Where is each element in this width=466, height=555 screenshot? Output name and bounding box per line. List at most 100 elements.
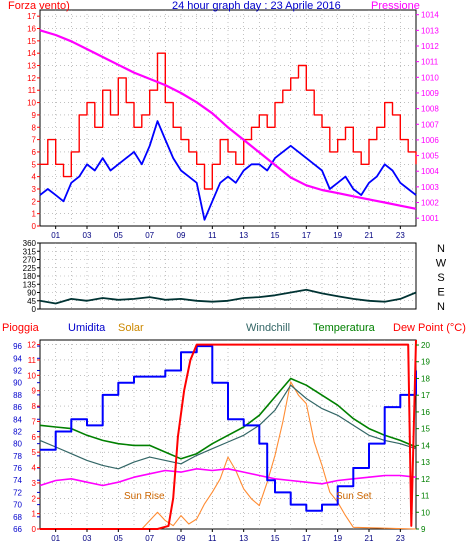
x-tick-label: 15 [271, 231, 280, 240]
pressure-axis-label: Pressione [371, 0, 420, 12]
temperature-tick-label: 11 [421, 492, 430, 501]
rain-tick-label: 0 [32, 525, 37, 534]
dew-point-axis-label: Dew Point (°C) [393, 322, 466, 334]
direction-tick-label: 180 [23, 272, 37, 281]
rain-tick-label: 12 [27, 341, 36, 350]
x-tick-label: 05 [114, 534, 123, 543]
x-tick-label: 19 [333, 534, 342, 543]
rain-tick-label: 6 [32, 433, 37, 442]
wind-tick-label: 11 [28, 86, 37, 95]
direction-tick-label: 0 [32, 305, 37, 314]
pressure-tick-label: 1014 [421, 11, 439, 20]
humidity-tick-label: 88 [13, 391, 22, 400]
solar-series [40, 381, 417, 530]
temperature-tick-label: 14 [421, 441, 430, 450]
wind-gust-series [40, 52, 417, 190]
wind-tick-label: 14 [27, 49, 36, 58]
x-tick-label: 23 [396, 231, 405, 240]
pressure-tick-label: 1005 [421, 152, 439, 161]
rain-tick-label: 4 [32, 464, 37, 473]
x-tick-label: 03 [83, 231, 92, 240]
humidity-tick-label: 66 [13, 525, 22, 534]
rain-tick-label: 3 [32, 479, 37, 488]
compass-label: E [437, 287, 444, 299]
wind-tick-label: 7 [32, 136, 37, 145]
rain-tick-label: 10 [27, 371, 36, 380]
x-tick-label: 03 [83, 534, 92, 543]
x-tick-label: 13 [239, 231, 248, 240]
compass-label: N [437, 243, 445, 255]
direction-tick-label: 225 [23, 264, 37, 273]
pressure-series [39, 29, 417, 210]
x-tick-label: 17 [302, 534, 311, 543]
compass-label: N [437, 301, 445, 313]
wind-direction-series [39, 288, 417, 305]
humidity-tick-label: 96 [13, 342, 22, 351]
x-tick-label: 09 [177, 231, 186, 240]
wind-tick-label: 9 [32, 111, 37, 120]
x-tick-label: 01 [51, 534, 60, 543]
x-tick-label: 11 [208, 534, 217, 543]
x-tick-label: 23 [396, 534, 405, 543]
humidity-tick-label: 68 [13, 513, 22, 522]
direction-tick-label: 135 [23, 280, 37, 289]
x-tick-label: 21 [365, 231, 374, 240]
direction-tick-label: 270 [23, 256, 37, 265]
x-tick-label: 17 [302, 231, 311, 240]
x-tick-label: 13 [239, 534, 248, 543]
wind-pressure-panel: 0123456789101112131415161710011002100310… [8, 0, 439, 240]
sun-rise-label: Sun Rise [124, 491, 165, 502]
windchill-series [39, 384, 417, 470]
compass-label: W [436, 258, 447, 270]
wind-speed-series [39, 120, 417, 221]
pressure-tick-label: 1003 [421, 183, 439, 192]
wind-tick-label: 1 [32, 210, 37, 219]
wind-tick-label: 13 [27, 62, 36, 71]
humidity-series [40, 345, 417, 512]
temperature-series [39, 377, 417, 460]
rain-axis-label: Pioggia [2, 322, 40, 334]
humidity-tick-label: 70 [13, 501, 22, 510]
pressure-tick-label: 1013 [421, 26, 439, 35]
humidity-tick-label: 92 [13, 366, 22, 375]
chart-title: 24 hour graph day : 23 Aprile 2016 [172, 0, 341, 12]
humidity-legend: Umidita [68, 322, 106, 334]
humidity-tick-label: 94 [13, 354, 22, 363]
direction-tick-label: 360 [23, 239, 37, 248]
pressure-tick-label: 1011 [421, 58, 439, 67]
rain-tick-label: 8 [32, 402, 37, 411]
temperature-tick-label: 20 [421, 341, 430, 350]
temperature-tick-label: 10 [421, 508, 430, 517]
temperature-tick-label: 19 [421, 358, 430, 367]
x-tick-label: 21 [365, 534, 374, 543]
wind-tick-label: 6 [32, 148, 37, 157]
temperature-tick-label: 18 [421, 374, 430, 383]
direction-tick-label: 315 [23, 247, 37, 256]
x-tick-label: 07 [145, 231, 154, 240]
pressure-tick-label: 1009 [421, 89, 439, 98]
temperature-tick-label: 15 [421, 425, 430, 434]
wind-tick-label: 17 [27, 12, 36, 21]
direction-tick-label: 90 [27, 289, 36, 298]
humidity-tick-label: 74 [13, 476, 22, 485]
humidity-tick-label: 78 [13, 452, 22, 461]
wind-tick-label: 3 [32, 185, 37, 194]
wind-tick-label: 0 [32, 222, 37, 231]
pressure-tick-label: 1006 [421, 136, 439, 145]
wind-tick-label: 16 [27, 25, 36, 34]
humidity-tick-label: 84 [13, 415, 22, 424]
rain-series [40, 339, 417, 530]
rain-tick-label: 5 [32, 448, 37, 457]
temperature-tick-label: 16 [421, 408, 430, 417]
temperature-tick-label: 13 [421, 458, 430, 467]
temperature-tick-label: 9 [421, 525, 426, 534]
temperature-tick-label: 17 [421, 391, 430, 400]
rain-tick-label: 7 [32, 417, 37, 426]
pressure-tick-label: 1007 [421, 120, 439, 129]
pressure-tick-label: 1012 [421, 42, 439, 51]
wind-tick-label: 12 [27, 74, 36, 83]
pressure-tick-label: 1004 [421, 167, 439, 176]
temperature-humidity-panel: 6668707274767880828486889092949601234567… [2, 322, 466, 543]
